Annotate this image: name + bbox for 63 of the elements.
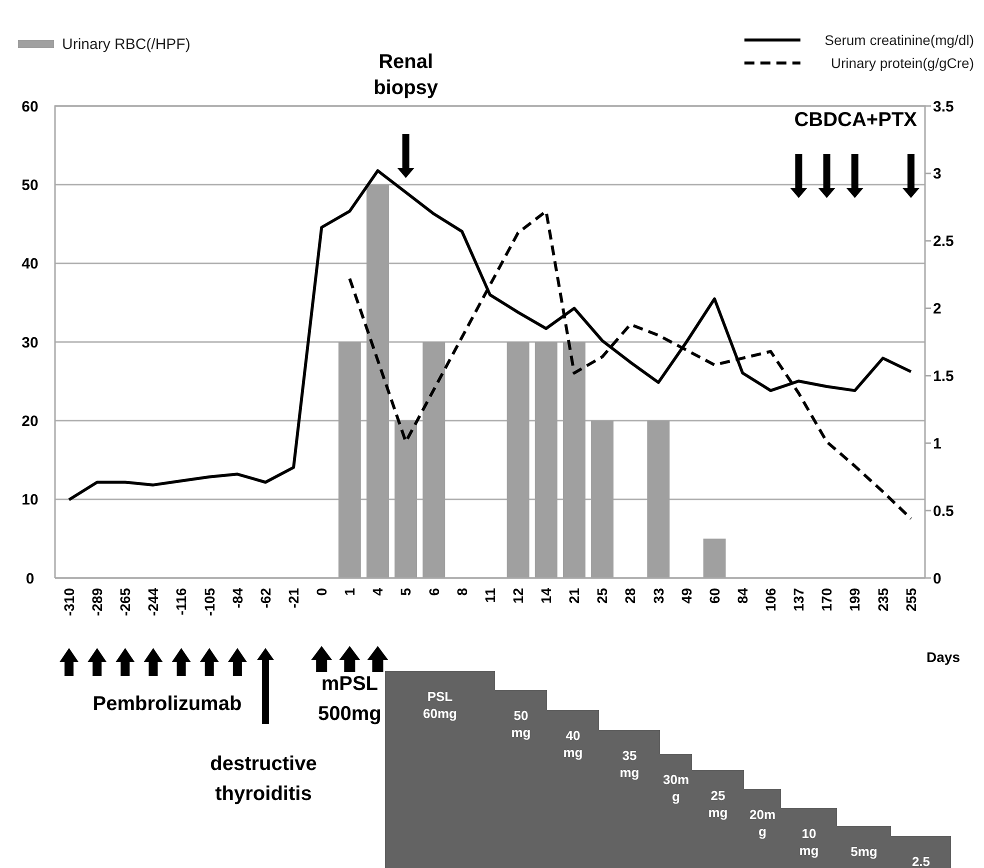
- x-tick-label: 21: [566, 588, 582, 604]
- text: 35 mg: [620, 748, 640, 780]
- y-tick-label: 50: [22, 176, 38, 194]
- text: 2.5: [912, 854, 930, 868]
- y-tick-label: 60: [22, 98, 38, 116]
- text: 25 mg: [708, 788, 728, 820]
- text: 40 mg: [563, 728, 583, 760]
- text: 5mg: [850, 844, 878, 859]
- x-tick-label: -62: [257, 588, 274, 608]
- x-tick-label: -310: [60, 588, 77, 616]
- x-tick-label: -21: [285, 588, 302, 608]
- text: PSL 60mg: [423, 689, 458, 721]
- text: destructive thyroiditis: [210, 753, 317, 805]
- x-tick-label: 84: [734, 588, 750, 604]
- text: 20mg: [749, 807, 776, 839]
- y2-tick-label: 2: [933, 300, 942, 318]
- x-tick-label: -244: [145, 588, 162, 616]
- y2-tick-label: 3.5: [933, 98, 954, 116]
- x-axis-title: Days: [926, 649, 960, 665]
- text: 50 mg: [511, 708, 531, 740]
- legend-label: Urinary protein(g/gCre): [830, 55, 974, 71]
- y2-tick-label: 2.5: [933, 233, 954, 250]
- x-tick-label: -105: [201, 588, 218, 616]
- y-tick-label: 40: [22, 256, 38, 273]
- x-tick-label: 5: [398, 588, 414, 596]
- x-tick-label: 60: [706, 588, 722, 604]
- y-tick-label: 20: [22, 412, 38, 430]
- x-tick-label: 1: [342, 588, 358, 596]
- x-tick-label: 33: [650, 588, 666, 604]
- x-tick-label: 106: [762, 588, 779, 612]
- x-tick-label: 8: [454, 588, 470, 596]
- legend-label: Urinary RBC(/HPF): [62, 36, 190, 53]
- x-tick-label: -116: [173, 588, 190, 616]
- text: 10 mg: [799, 826, 819, 858]
- x-tick-label: 199: [846, 588, 863, 612]
- x-tick-label: 12: [510, 588, 526, 604]
- x-tick-label: 137: [790, 588, 807, 612]
- x-tick-label: 49: [678, 588, 694, 604]
- y2-tick-label: 1: [933, 435, 942, 452]
- y2-tick-label: 1.5: [933, 368, 954, 385]
- x-tick-label: 11: [482, 588, 498, 603]
- x-tick-label: -289: [88, 588, 105, 616]
- x-tick-label: 25: [594, 588, 610, 604]
- x-tick-label: 0: [314, 588, 330, 596]
- y2-tick-label: 0.5: [933, 502, 954, 520]
- text: 30mg: [662, 772, 690, 804]
- x-tick-label: 6: [426, 588, 442, 596]
- x-tick-label: 235: [874, 588, 891, 612]
- x-tick-label: -84: [229, 588, 246, 608]
- text: Renal biopsy: [374, 51, 439, 99]
- x-tick-label: 28: [622, 588, 638, 604]
- x-tick-label: 255: [902, 588, 919, 612]
- legend-label: Serum creatinine(mg/dl): [824, 32, 974, 48]
- annotation: CBDCA+PTX: [794, 109, 918, 131]
- text: Pembrolizumab: [92, 693, 242, 715]
- y2-tick-label: 3: [933, 166, 942, 183]
- y-tick-label: 10: [22, 492, 38, 509]
- x-tick-label: 170: [818, 588, 835, 612]
- x-tick-label: -265: [117, 588, 134, 616]
- text: mPSL 500mg: [318, 673, 382, 725]
- x-tick-label: 4: [370, 588, 386, 596]
- x-tick-label: 14: [538, 588, 554, 604]
- y-tick-label: 30: [22, 334, 38, 352]
